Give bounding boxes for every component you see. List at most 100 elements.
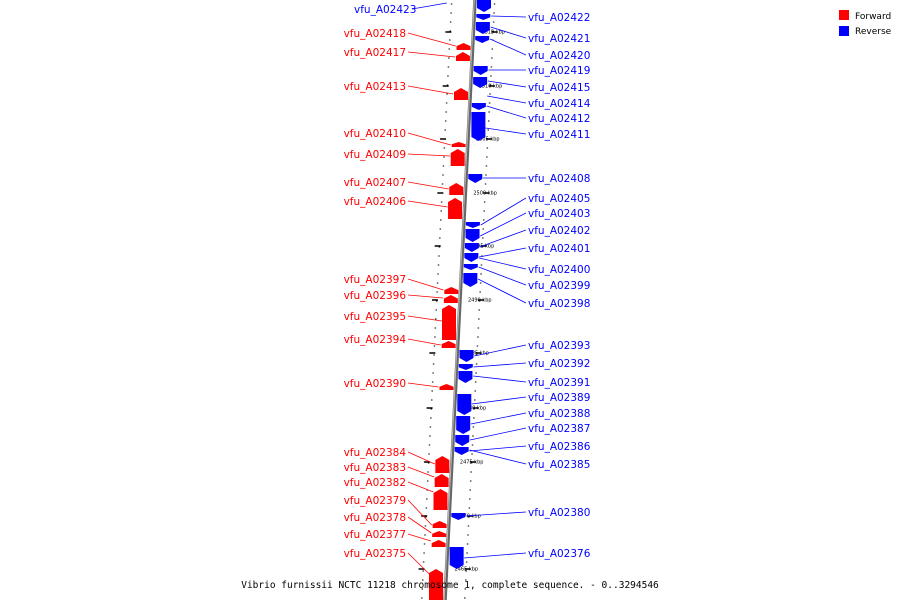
forward-gene-arrow [434,474,449,487]
forward-leader-line [407,552,430,575]
forward-leader-line [407,153,451,157]
forward-leader-line [407,315,443,322]
forward-gene-label: vfu_A02378 [344,512,406,524]
forward-gene-label: vfu_A02407 [344,177,406,189]
reverse-leader-line [471,396,527,405]
reverse-leader-line [474,344,527,357]
forward-leader-line [407,132,451,146]
labels-layer: vfu_A02418 vfu_A02417 vfu_A02413 vfu_A02410… [344,2,591,575]
forward-leader-line [407,481,434,493]
forward-leader-line [407,85,454,95]
reverse-gene-arrow [464,253,479,262]
backbone-line [443,0,477,600]
forward-gene-label: vfu_A02375 [344,548,406,560]
reverse-gene-arrow [471,112,486,141]
reverse-gene-arrow [465,222,480,228]
tick-label: 2510 kbp [479,84,503,90]
reverse-gene-label: vfu_A02380 [528,507,590,519]
tick-label: 2485 kbp [465,351,489,357]
forward-leader-line [407,466,435,478]
reverse-leader-line [485,127,527,135]
reverse-leader-line [480,212,527,237]
reverse-gene-label: vfu_A02393 [528,340,590,352]
reverse-gene-label: vfu_A02386 [528,441,591,453]
reverse-gene-label: vfu_A02423 [354,4,416,16]
reverse-gene-label: vfu_A02392 [528,358,590,370]
reverse-gene-arrow [473,66,488,75]
reverse-gene-label: vfu_A02391 [528,377,590,389]
forward-gene-label: vfu_A02397 [344,274,406,286]
forward-leader-line [407,338,441,346]
reverse-leader-line [479,257,527,270]
forward-leader-line [407,32,456,47]
reverse-gene-label: vfu_A02385 [528,459,590,471]
forward-gene-arrow [439,384,454,390]
forward-gene-arrow [443,295,458,303]
forward-gene-arrow [451,142,466,147]
forward-leader-line [407,451,435,465]
tick-label: 2470 kbp [457,514,481,520]
reverse-gene-label: vfu_A02422 [528,12,590,24]
reverse-leader-line [464,552,527,559]
ticks-layer: 2515 kbp 2510 kbp 2505 kbp 2500 kbp 2495 kbp… [418,3,505,599]
tick-label: 2500 kbp [473,191,497,197]
reverse-leader-line [487,80,527,88]
forward-gene-arrow [442,305,456,340]
forward-gene-label: vfu_A02406 [344,196,407,208]
forward-gene-label: vfu_A02394 [344,334,407,346]
forward-gene-label: vfu_A02379 [344,495,406,507]
forward-gene-label: vfu_A02377 [344,529,406,541]
forward-gene-arrow [432,521,447,528]
reverse-gene-label: vfu_A02408 [528,173,590,185]
reverse-gene-arrow [459,350,474,362]
reverse-gene-arrow [471,103,486,110]
reverse-gene-label: vfu_A02400 [528,264,590,276]
forward-leader-line [407,278,444,291]
forward-gene-label: vfu_A02395 [344,311,406,323]
reverse-gene-label: vfu_A02388 [528,408,590,420]
forward-gene-label: vfu_A02396 [344,290,407,302]
forward-gene-arrow [432,531,447,537]
reverse-gene-arrow [451,513,466,520]
reverse-gene-label: vfu_A02401 [528,243,590,255]
forward-gene-arrow [454,88,468,100]
forward-gene-arrow [433,489,448,510]
legend-label-forward: Forward [855,12,891,22]
reverse-leader-line [489,38,527,56]
forward-leader-line [407,382,439,388]
reverse-leader-line [469,449,527,465]
reverse-gene-arrow [475,22,490,34]
reverse-gene-label: vfu_A02389 [528,392,590,404]
legend-swatch-reverse [839,26,849,36]
reverse-leader-line [469,427,527,441]
forward-leader-line [407,516,432,534]
forward-gene-arrow [455,52,470,61]
tick-label: 2495 kbp [471,244,495,250]
reverse-leader-line [473,375,527,383]
legend-label-reverse: Reverse [855,27,892,37]
genes-layer [429,0,491,600]
forward-gene-label: vfu_A02410 [344,128,406,140]
legend-swatch-forward [839,10,849,20]
reverse-gene-arrow [475,36,490,43]
forward-leader-line [407,200,448,208]
reverse-gene-label: vfu_A02421 [528,33,590,45]
reverse-gene-arrow [476,14,491,20]
forward-gene-label: vfu_A02413 [344,81,406,93]
reverse-gene-arrow [458,371,473,383]
forward-leader-line [407,51,456,58]
tick-label: 2505 kbp [476,137,500,143]
reverse-leader-line [478,266,527,286]
reverse-gene-arrow [457,394,472,415]
forward-gene-arrow [456,43,471,50]
reverse-gene-label: vfu_A02398 [528,298,590,310]
reverse-gene-arrow [455,435,470,446]
reverse-gene-label: vfu_A02402 [528,225,590,237]
forward-gene-arrow [448,198,463,219]
reverse-gene-label: vfu_A02420 [528,50,590,62]
forward-gene-arrow [450,149,465,166]
reverse-leader-line [486,105,527,119]
reverse-gene-label: vfu_A02415 [528,82,590,94]
reverse-gene-label: vfu_A02376 [528,548,591,560]
forward-gene-label: vfu_A02409 [344,149,406,161]
